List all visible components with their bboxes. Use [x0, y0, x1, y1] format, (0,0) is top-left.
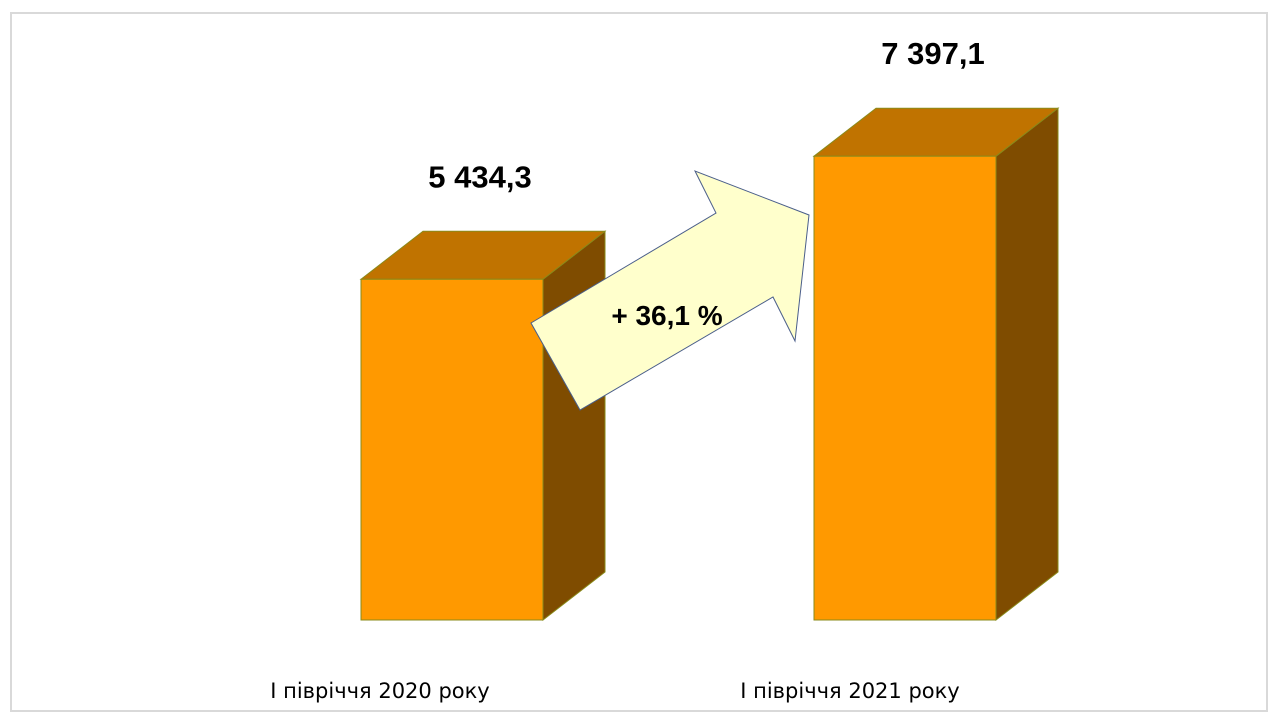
value-label-1: 5 434,3 [428, 159, 531, 194]
value-label-2: 7 397,1 [881, 36, 984, 71]
labels-layer: 5 434,3 І півріччя 2020 року 7 397,1 І півр… [270, 36, 984, 703]
bar-2 [812, 107, 1060, 622]
growth-arrow-group: + 36,1 % [530, 170, 810, 411]
growth-annotation: + 36,1 % [611, 300, 722, 331]
category-label-1: І півріччя 2020 року [270, 679, 490, 703]
growth-arrow [530, 170, 810, 411]
bar-1-front [360, 278, 544, 621]
bar-1 [359, 230, 607, 622]
category-label-2: І півріччя 2021 року [740, 679, 960, 703]
bar-2-front [813, 155, 997, 621]
bar-2-side [995, 107, 1059, 622]
